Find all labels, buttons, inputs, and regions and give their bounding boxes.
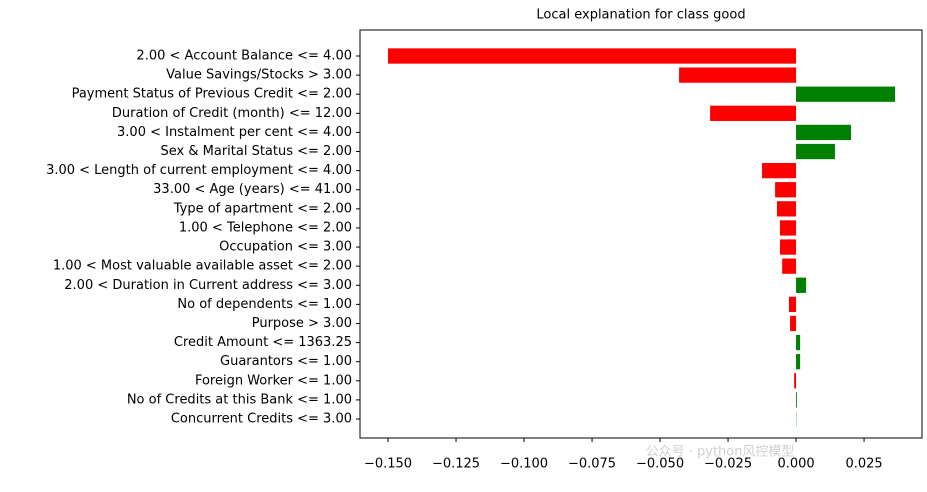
- y-tick-label: Value Savings/Stocks > 3.00: [166, 68, 352, 83]
- y-tick-label: 2.00 < Duration in Current address <= 3.…: [64, 278, 352, 293]
- bar: [775, 182, 796, 197]
- y-tick-label: 3.00 < Length of current employment <= 4…: [46, 163, 352, 178]
- y-tick-label: Sex & Marital Status <= 2.00: [161, 144, 352, 159]
- y-tick-label: Foreign Worker <= 1.00: [195, 373, 352, 388]
- bar: [796, 144, 835, 159]
- bar: [796, 125, 851, 140]
- x-tick-label: −0.025: [704, 457, 752, 472]
- y-tick-label: Credit Amount <= 1363.25: [174, 335, 352, 350]
- bar: [780, 220, 796, 235]
- bar: [780, 239, 796, 254]
- x-tick-label: −0.075: [568, 457, 616, 472]
- y-tick-label: 33.00 < Age (years) <= 41.00: [153, 182, 352, 197]
- y-tick-label: Occupation <= 3.00: [219, 240, 352, 255]
- x-tick-label: 0.000: [777, 457, 814, 472]
- y-tick-label: 3.00 < Instalment per cent <= 4.00: [117, 125, 352, 140]
- x-tick-label: −0.150: [364, 457, 412, 472]
- bar: [790, 316, 796, 331]
- y-tick-label: Concurrent Credits <= 3.00: [171, 412, 352, 427]
- y-tick-label: No of Credits at this Bank <= 1.00: [127, 392, 352, 407]
- bar: [796, 392, 797, 407]
- bar: [679, 67, 796, 82]
- y-tick-label: 1.00 < Most valuable available asset <= …: [53, 259, 352, 274]
- bar: [796, 278, 806, 293]
- y-tick-label: Purpose > 3.00: [252, 316, 352, 331]
- y-tick-label: No of dependents <= 1.00: [177, 297, 352, 312]
- y-tick-label: Duration of Credit (month) <= 12.00: [112, 106, 352, 121]
- bar: [796, 354, 800, 369]
- bar: [794, 373, 796, 388]
- x-tick-label: −0.050: [636, 457, 684, 472]
- x-tick-label: 0.025: [845, 457, 882, 472]
- bar: [789, 297, 796, 312]
- x-tick-label: −0.125: [432, 457, 480, 472]
- y-tick-label: 2.00 < Account Balance <= 4.00: [136, 49, 352, 64]
- chart-title: Local explanation for class good: [536, 8, 745, 23]
- x-tick-label: −0.100: [500, 457, 548, 472]
- bar: [388, 48, 796, 63]
- y-tick-label: 1.00 < Telephone <= 2.00: [179, 220, 352, 235]
- bar: [782, 259, 796, 274]
- y-tick-label: Type of apartment <= 2.00: [173, 201, 352, 216]
- bar: [777, 201, 796, 216]
- bar: [796, 335, 800, 350]
- y-tick-label: Payment Status of Previous Credit <= 2.0…: [72, 87, 352, 102]
- bar: [710, 106, 796, 121]
- bar: [762, 163, 796, 178]
- bar: [796, 87, 895, 102]
- y-tick-label: Guarantors <= 1.00: [220, 354, 352, 369]
